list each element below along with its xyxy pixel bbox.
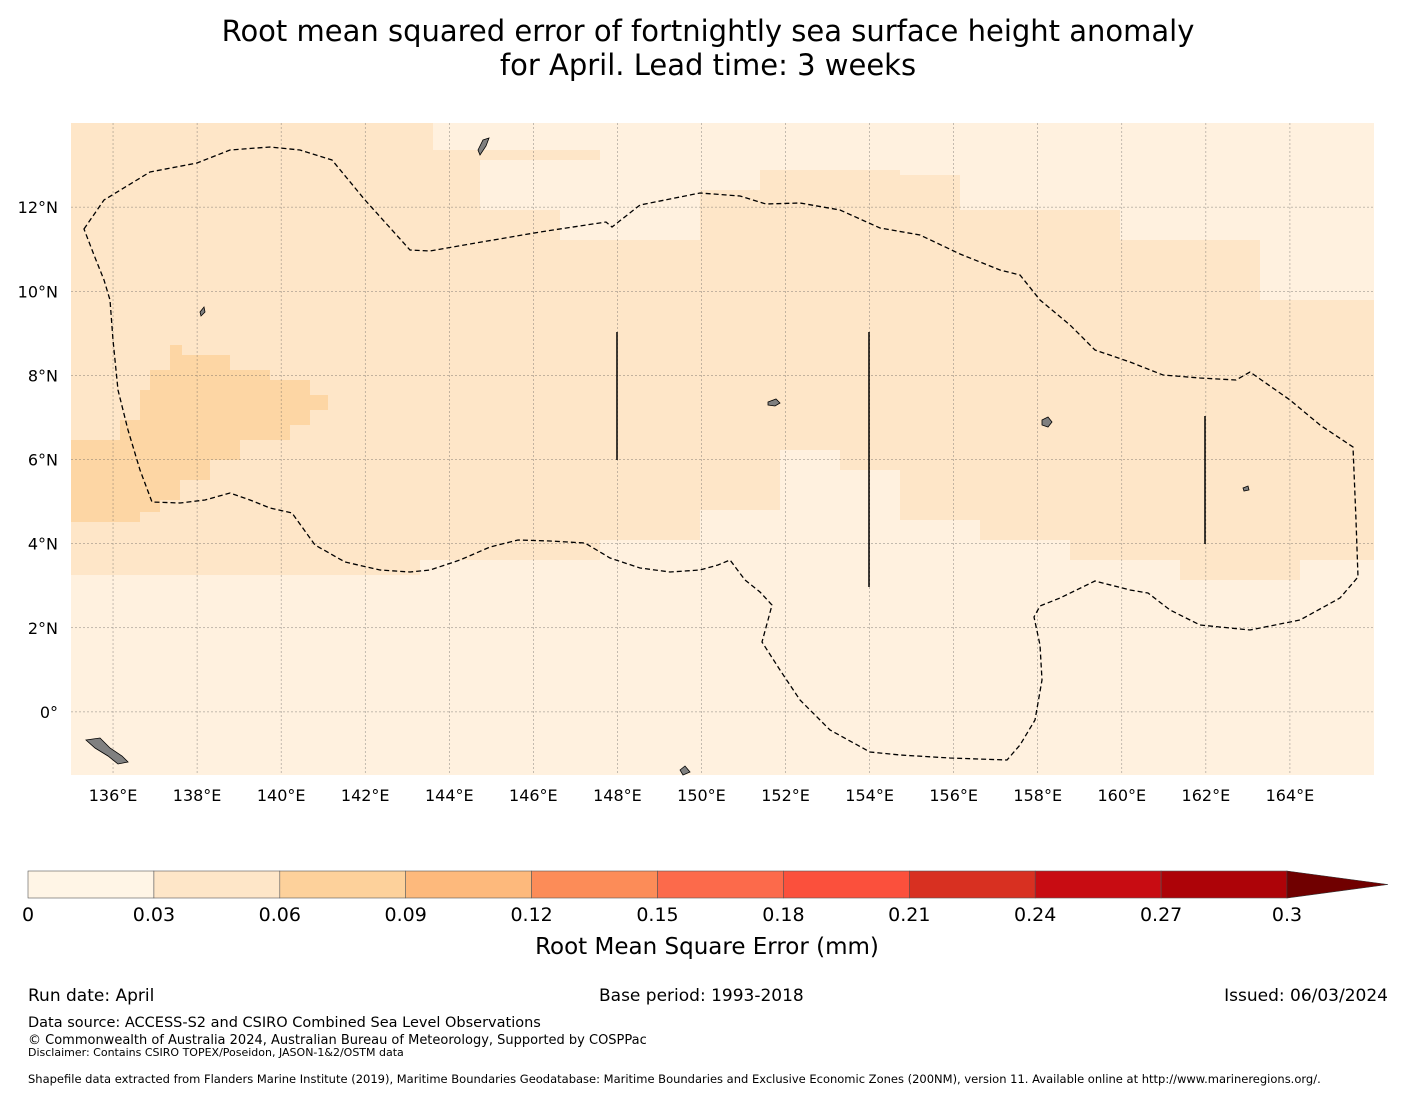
lon-tick-label: 136°E bbox=[89, 786, 138, 805]
lon-tick-label: 148°E bbox=[593, 786, 642, 805]
lat-tick-label: 0° bbox=[40, 703, 58, 722]
lon-tick-label: 144°E bbox=[425, 786, 474, 805]
lon-tick-label: 156°E bbox=[929, 786, 978, 805]
title-line-1: Root mean squared error of fortnightly s… bbox=[221, 14, 1195, 48]
boundary-ticks bbox=[616, 332, 1206, 587]
colorbar-tick-label: 0.24 bbox=[1014, 904, 1056, 926]
lon-tick-label: 142°E bbox=[341, 786, 390, 805]
island-palau bbox=[199, 306, 206, 317]
colorbar-tick-label: 0.21 bbox=[888, 904, 930, 926]
colorbar-tick-label: 0.03 bbox=[133, 904, 175, 926]
rmse-field bbox=[71, 123, 1374, 775]
colorbar-tick-label: 0.18 bbox=[762, 904, 804, 926]
lon-tick-label: 160°E bbox=[1097, 786, 1146, 805]
shapefile-credit: Shapefile data extracted from Flanders M… bbox=[28, 1072, 1321, 1086]
island-new-guinea-north bbox=[85, 737, 129, 765]
lat-tick-label: 4°N bbox=[28, 535, 58, 554]
colorbar-segments bbox=[27, 870, 1389, 899]
field-patch-light-north-east bbox=[900, 150, 1000, 175]
colorbar-tick-label: 0 bbox=[22, 904, 34, 926]
longitude-tick-labels: 136°E 138°E 140°E 142°E 144°E 146°E 148°E 150°E… bbox=[89, 786, 1315, 805]
colorbar-tick-labels: 0 0.03 0.06 0.09 0.12 0.15 0.18 0.21 0.24 0.27 0.3 bbox=[22, 904, 1302, 926]
lon-tick-label: 154°E bbox=[845, 786, 894, 805]
colorbar-tick-label: 0.09 bbox=[385, 904, 427, 926]
title-line-2: for April. Lead time: 3 weeks bbox=[499, 48, 917, 82]
eez-boundary-micronesia-palau bbox=[83, 146, 1359, 761]
island-kosrae bbox=[1242, 485, 1250, 492]
field-patch-light-north bbox=[480, 160, 700, 240]
colorbar-segment bbox=[405, 870, 532, 899]
lon-tick-label: 140°E bbox=[257, 786, 306, 805]
colorbar-segment bbox=[657, 870, 784, 899]
lon-tick-label: 150°E bbox=[677, 786, 726, 805]
map-gridlines bbox=[71, 123, 1374, 775]
colorbar-label: Root Mean Square Error (mm) bbox=[535, 934, 879, 960]
colorbar-tick-label: 0.3 bbox=[1272, 904, 1302, 926]
colorbar-segment bbox=[279, 870, 406, 899]
issued-date: Issued: 06/03/2024 bbox=[1224, 986, 1388, 1006]
colorbar-extend-arrow bbox=[1286, 870, 1389, 899]
colorbar-segment bbox=[783, 870, 910, 899]
lat-tick-label: 10°N bbox=[18, 282, 58, 301]
colorbar-segment bbox=[1034, 870, 1162, 899]
base-period: Base period: 1993-2018 bbox=[599, 986, 804, 1006]
disclaimer: Disclaimer: Contains CSIRO TOPEX/Poseido… bbox=[28, 1046, 404, 1059]
run-date: Run date: April bbox=[28, 986, 155, 1006]
lon-tick-label: 138°E bbox=[173, 786, 222, 805]
colorbar-segment bbox=[27, 870, 155, 899]
field-patch-high-west bbox=[71, 345, 328, 522]
lat-tick-label: 8°N bbox=[28, 366, 58, 385]
colorbar-tick-label: 0.12 bbox=[510, 904, 552, 926]
eez-boundaries bbox=[83, 146, 1359, 761]
island-new-ireland bbox=[679, 765, 691, 776]
lon-tick-label: 158°E bbox=[1013, 786, 1062, 805]
colorbar-segment bbox=[908, 870, 1036, 899]
land-masses bbox=[85, 137, 1250, 776]
lon-tick-label: 152°E bbox=[761, 786, 810, 805]
island-chuuk bbox=[767, 398, 781, 407]
copyright: © Commonwealth of Australia 2024, Austra… bbox=[28, 1033, 647, 1048]
colorbar-segment bbox=[531, 870, 658, 899]
field-band-medium bbox=[71, 123, 1374, 580]
rmse-map: 136°E 138°E 140°E 142°E 144°E 146°E 148°E 150°E… bbox=[18, 123, 1374, 805]
lon-tick-label: 162°E bbox=[1182, 786, 1231, 805]
data-source: Data source: ACCESS-S2 and CSIRO Combine… bbox=[28, 1015, 541, 1031]
lat-tick-label: 2°N bbox=[28, 619, 58, 638]
island-guam bbox=[477, 137, 490, 156]
colorbar-tick-label: 0.15 bbox=[636, 904, 678, 926]
latitude-tick-labels: 12°N 10°N 8°N 6°N 4°N 2°N 0° bbox=[18, 198, 58, 722]
lon-tick-label: 164°E bbox=[1266, 786, 1315, 805]
colorbar-segment bbox=[1160, 870, 1288, 899]
chart-title: Root mean squared error of fortnightly s… bbox=[0, 14, 1416, 82]
colorbar-tick-label: 0.27 bbox=[1140, 904, 1182, 926]
colorbar-segment bbox=[153, 870, 281, 899]
colorbar-tick-label: 0.06 bbox=[259, 904, 301, 926]
island-pohnpei bbox=[1041, 416, 1053, 428]
field-patch-light-center bbox=[780, 450, 900, 530]
colorbar: 0 0.03 0.06 0.09 0.12 0.15 0.18 0.21 0.24 0.27 0.3… bbox=[22, 870, 1389, 960]
lat-tick-label: 6°N bbox=[28, 451, 58, 470]
lat-tick-label: 12°N bbox=[18, 198, 58, 217]
lon-tick-label: 146°E bbox=[509, 786, 558, 805]
